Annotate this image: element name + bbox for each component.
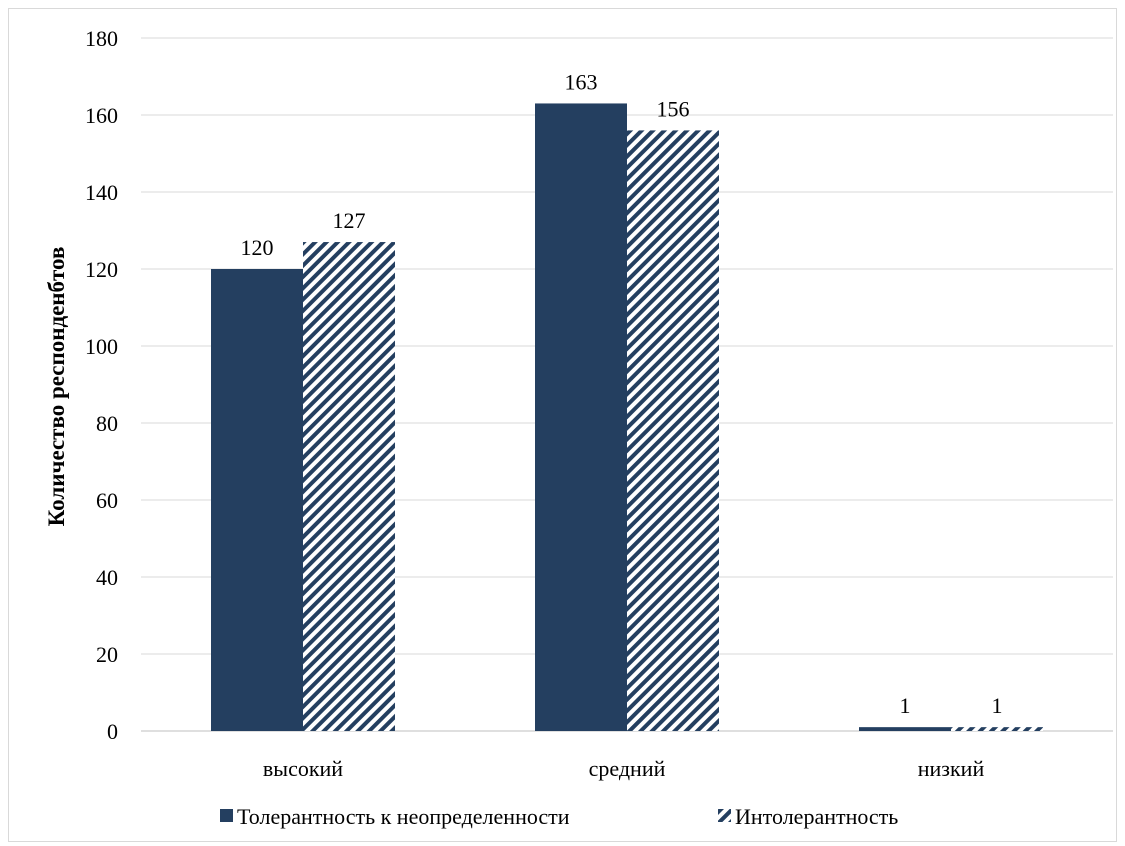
bar-tolerance: [535, 103, 627, 731]
category-label: высокий: [263, 756, 343, 781]
legend-swatch-intolerance: [718, 809, 731, 822]
legend-label-tolerance: Толерантность к неопределенности: [237, 804, 570, 829]
bar-intolerance: [951, 727, 1043, 731]
category-label: средний: [589, 756, 666, 781]
y-axis-title: Количество респонденбтов: [44, 247, 69, 527]
data-label: 156: [657, 96, 690, 121]
labels: 0 20 40 60 80 100 120 140 160 180 Количество респо…: [44, 26, 1003, 781]
data-label: 163: [565, 69, 598, 94]
y-tick-label: 180: [85, 26, 118, 51]
y-tick-label: 20: [96, 642, 118, 667]
y-tick-label: 60: [96, 488, 118, 513]
data-label: 1: [900, 693, 911, 718]
y-tick-label: 140: [85, 180, 118, 205]
y-tick-label: 100: [85, 334, 118, 359]
y-tick-label: 160: [85, 103, 118, 128]
y-tick-label: 120: [85, 257, 118, 282]
data-label: 127: [333, 208, 366, 233]
category-label: низкий: [918, 756, 985, 781]
data-label: 1: [992, 693, 1003, 718]
bar-intolerance: [303, 242, 395, 731]
legend-swatch-tolerance: [220, 809, 233, 822]
bar-tolerance: [859, 727, 951, 731]
y-tick-label: 0: [107, 719, 118, 744]
y-tick-label: 40: [96, 565, 118, 590]
legend-label-intolerance: Интолерантность: [735, 804, 898, 829]
bar-intolerance: [627, 130, 719, 731]
y-tick-label: 80: [96, 411, 118, 436]
bar-tolerance: [211, 269, 303, 731]
legend: Толерантность к неопределенности Интолера…: [220, 804, 898, 829]
bars: [211, 103, 1043, 731]
data-label: 120: [241, 235, 274, 260]
